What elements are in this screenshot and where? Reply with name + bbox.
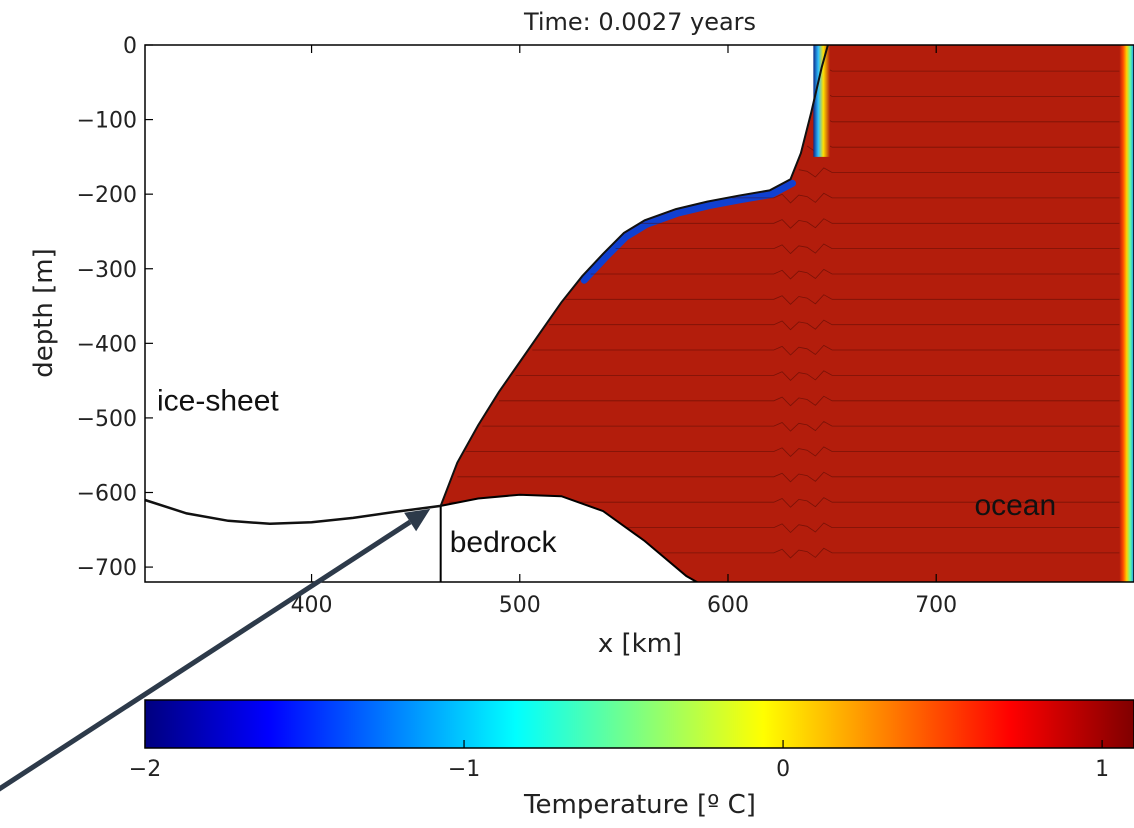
y-tick-label: −600 [77, 482, 137, 507]
chart-title: Time: 0.0027 years [523, 8, 756, 36]
isotherm-line [482, 420, 1124, 432]
plot-frame [144, 44, 1134, 583]
colorbar-tick-label: −1 [448, 757, 480, 782]
annotation-bedrock: bedrock [450, 526, 558, 559]
colorbar [144, 699, 1134, 749]
isotherm-line [640, 218, 1124, 229]
isotherm-line [798, 167, 1124, 178]
isotherm-line [565, 294, 1124, 305]
open-ocean-boundary-gradient [1119, 45, 1134, 582]
x-axis-ticks: 400 500 600 700 [291, 45, 957, 618]
y-tick-label: −700 [77, 556, 137, 581]
isotherm-line [457, 471, 1124, 483]
isotherm-line [515, 370, 1124, 381]
x-tick-label: 500 [499, 593, 541, 618]
y-tick-label: −200 [77, 183, 137, 208]
ice-sheet-lower-surface-line [145, 498, 441, 526]
y-tick-label: 0 [123, 34, 137, 59]
isotherm-contours [440, 66, 1124, 559]
x-axis-label: x [km] [598, 629, 682, 659]
region-annotations: ice-sheet bedrock ocean [157, 384, 1056, 559]
y-axis-label: depth [m] [29, 248, 59, 378]
colorbar-tick-label: 1 [1095, 757, 1109, 782]
isotherm-line [815, 116, 1124, 127]
colorbar-label: Temperature [º C] [523, 790, 756, 820]
y-tick-label: −500 [77, 407, 137, 432]
colorbar-tick-label: −2 [129, 757, 161, 782]
y-tick-label: −300 [77, 258, 137, 283]
cold-water-layer [580, 179, 796, 284]
isotherm-line [732, 192, 1124, 204]
y-tick-label: −100 [77, 109, 137, 134]
isotherm-line [823, 66, 1124, 72]
colorbar-tick-label: 0 [776, 757, 790, 782]
annotation-ice-sheet: ice-sheet [157, 384, 279, 417]
ocean-temperature-field [440, 45, 1134, 582]
bedrock-shape [439, 493, 699, 582]
isotherm-line [590, 268, 1124, 280]
isotherm-line [806, 142, 1124, 153]
x-tick-label: 600 [707, 593, 749, 618]
isotherm-line [532, 344, 1124, 356]
ice-base-line [439, 45, 829, 507]
x-tick-label: 700 [915, 593, 957, 618]
isotherm-line [499, 395, 1124, 407]
y-tick-label: −400 [77, 332, 137, 357]
colorbar-ticks: −2 −1 0 1 [129, 740, 1109, 782]
y-axis-ticks: 0 −100 −200 −300 −400 −500 −600 −700 [77, 34, 153, 581]
annotation-ocean: ocean [974, 489, 1056, 522]
isotherm-line [465, 446, 1124, 457]
grounding-line-arrow [0, 508, 431, 792]
isotherm-line [548, 319, 1124, 331]
isotherm-line [615, 243, 1124, 255]
isotherm-line [815, 91, 1124, 102]
calving-front-gradient [813, 45, 831, 157]
plot-content [145, 45, 1134, 582]
